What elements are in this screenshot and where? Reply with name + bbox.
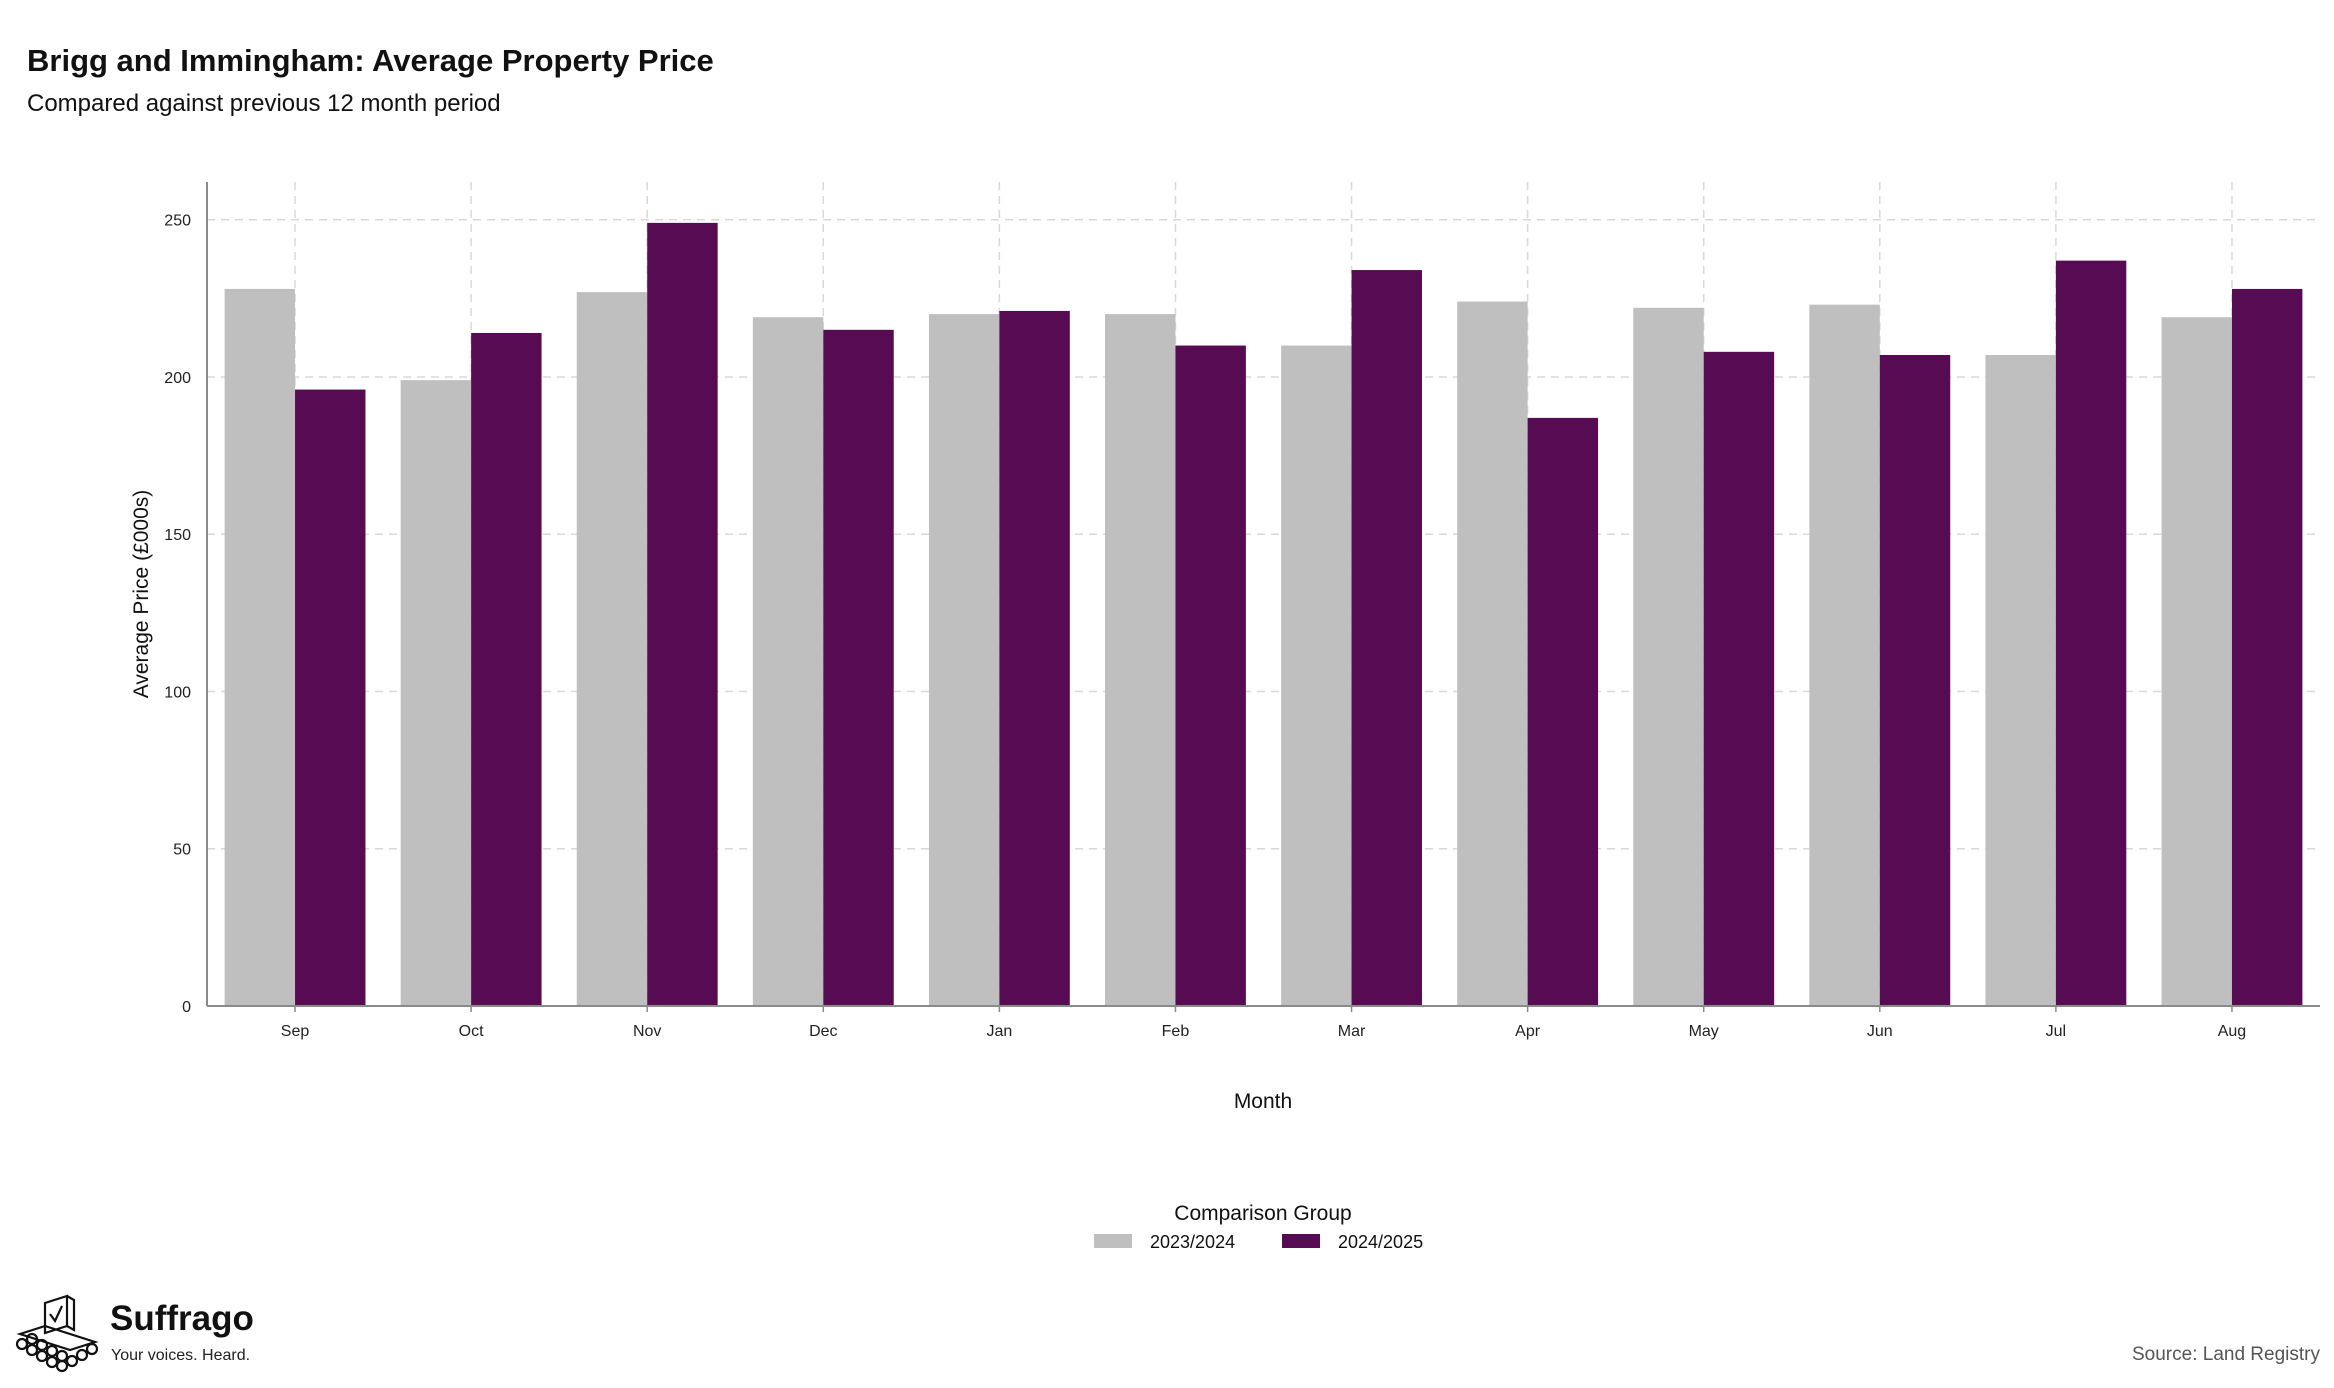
x-tick-label: Mar	[1338, 1023, 1366, 1040]
bar-oct-2023-2024	[400, 380, 472, 1006]
y-tick-label: 50	[173, 842, 191, 859]
y-tick-label: 150	[164, 527, 191, 544]
bar-nov-2024-2025	[647, 222, 718, 1006]
legend-swatch-2024-2025	[1282, 1234, 1320, 1248]
y-tick-label: 100	[164, 684, 191, 701]
bar-dec-2023-2024	[752, 317, 824, 1006]
y-axis-title: Average Price (£000s)	[130, 490, 153, 699]
bar-jul-2023-2024	[1985, 354, 2056, 1006]
x-axis-title: Month	[1234, 1090, 1292, 1113]
bar-mar-2024-2025	[1351, 270, 1422, 1007]
bar-oct-2024-2025	[471, 332, 542, 1007]
bar-jun-2023-2024	[1809, 304, 1880, 1006]
y-tick-labels: 0 50 100 150 200 250	[164, 213, 191, 1016]
chart-title: Brigg and Immingham: Average Property Pr…	[27, 43, 714, 78]
y-tick-label: 200	[164, 370, 191, 387]
ballot-box-crowd-icon	[15, 1294, 99, 1373]
bar-may-2024-2025	[1703, 351, 1775, 1007]
brand-tagline: Your voices. Heard.	[111, 1347, 250, 1364]
legend-label-2023-2024: 2023/2024	[1150, 1232, 1235, 1252]
legend: Comparison Group 2023/2024 2024/2025	[1094, 1202, 1423, 1252]
bar-aug-2023-2024	[2161, 317, 2232, 1006]
bar-sep-2024-2025	[295, 389, 366, 1006]
bar-sep-2023-2024	[224, 288, 296, 1007]
bar-feb-2023-2024	[1105, 314, 1176, 1006]
source-note: Source: Land Registry	[2132, 1344, 2320, 1365]
bar-jan-2024-2025	[999, 310, 1070, 1007]
x-tick-label: Sep	[281, 1023, 310, 1040]
brand-name: Suffrago	[110, 1299, 254, 1338]
bars	[224, 222, 2303, 1007]
bar-apr-2024-2025	[1527, 417, 1599, 1006]
x-tick-label: Jan	[986, 1023, 1012, 1040]
x-tick-label: Aug	[2218, 1023, 2246, 1040]
bar-feb-2024-2025	[1175, 345, 1246, 1006]
x-tick-label: Feb	[1162, 1023, 1190, 1040]
bar-mar-2023-2024	[1281, 345, 1352, 1006]
bar-dec-2024-2025	[823, 329, 894, 1007]
bar-may-2023-2024	[1633, 307, 1704, 1006]
bar-jun-2024-2025	[1879, 354, 1951, 1006]
x-tick-labels: Sep Oct Nov Dec Jan Feb Mar Apr May Jun Jul Aug	[281, 1006, 2246, 1040]
y-tick-label: 0	[182, 999, 191, 1016]
x-tick-label: Jul	[2046, 1023, 2066, 1040]
x-tick-label: Jun	[1867, 1023, 1893, 1040]
y-tick-label: 250	[164, 213, 191, 230]
x-tick-label: Oct	[459, 1023, 484, 1040]
legend-label-2024-2025: 2024/2025	[1338, 1232, 1423, 1252]
chart-subtitle: Compared against previous 12 month perio…	[27, 90, 501, 117]
brand-logo: Suffrago Your voices. Heard.	[15, 1294, 254, 1373]
legend-title: Comparison Group	[1174, 1202, 1351, 1225]
legend-swatch-2023-2024	[1094, 1234, 1132, 1248]
x-tick-label: Apr	[1515, 1023, 1541, 1040]
x-tick-label: Dec	[809, 1023, 837, 1040]
x-tick-label: Nov	[633, 1023, 661, 1040]
bar-apr-2023-2024	[1457, 301, 1528, 1006]
x-tick-label: May	[1689, 1023, 1719, 1040]
axes	[206, 182, 2320, 1007]
bar-aug-2024-2025	[2231, 288, 2303, 1007]
bar-jan-2023-2024	[928, 314, 1000, 1006]
bar-jul-2024-2025	[2055, 260, 2127, 1006]
bar-nov-2023-2024	[576, 292, 648, 1007]
